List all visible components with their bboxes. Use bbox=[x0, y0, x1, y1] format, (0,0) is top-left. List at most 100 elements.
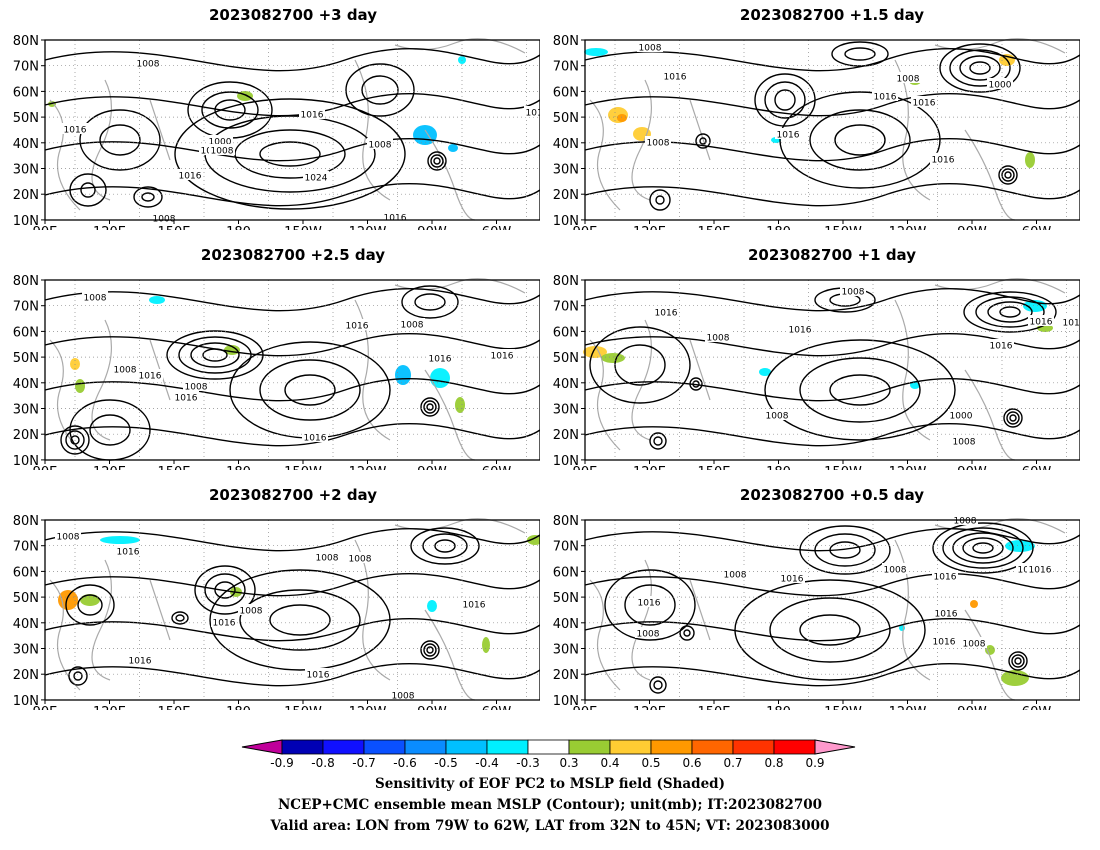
contour-label-bg bbox=[653, 306, 679, 317]
sensitivity-shade bbox=[413, 125, 437, 145]
lon-tick-label: 120W bbox=[349, 225, 387, 230]
map-frame bbox=[44, 39, 540, 221]
lon-tick-label: 120E bbox=[633, 225, 666, 230]
colorbar-swatch bbox=[814, 739, 856, 755]
lon-tick-label: 150W bbox=[824, 465, 862, 470]
sensitivity-shade bbox=[80, 594, 100, 606]
colorbar-tick-label: 0.3 bbox=[559, 756, 579, 770]
contour-label: 1016 bbox=[491, 352, 514, 362]
sensitivity-shade bbox=[395, 365, 411, 385]
contour-label: 1016 bbox=[913, 99, 936, 109]
lat-tick-label: 50N bbox=[553, 351, 579, 366]
lat-tick-label: 10N bbox=[553, 694, 579, 709]
contour-label-bg bbox=[764, 409, 790, 420]
colorbar-tick-label: -0.6 bbox=[393, 756, 417, 770]
colorbar-svg bbox=[241, 739, 856, 755]
lat-tick-label: 30N bbox=[553, 403, 579, 418]
lat-tick-label: 60N bbox=[553, 565, 579, 580]
map-frame bbox=[44, 519, 540, 701]
lat-tick-label: 10N bbox=[13, 214, 39, 229]
lon-tick-label: 60W bbox=[482, 465, 512, 470]
colorbar-tick-label: -0.9 bbox=[270, 756, 294, 770]
colorbar-swatch bbox=[773, 739, 816, 755]
lon-tick-label: 150E bbox=[697, 465, 730, 470]
lat-tick-label: 70N bbox=[13, 300, 39, 315]
contour-label-bg bbox=[367, 138, 393, 149]
lon-tick-label: 180 bbox=[766, 465, 791, 470]
contour-label: 1008 bbox=[842, 288, 865, 298]
sensitivity-shade bbox=[427, 600, 437, 612]
contour-label-bg bbox=[55, 530, 81, 541]
lat-tick-label: 80N bbox=[13, 274, 39, 289]
lon-tick-label: 60W bbox=[1022, 225, 1052, 230]
contour-label: 1016 bbox=[932, 156, 955, 166]
mslp-contours bbox=[584, 522, 1080, 694]
map-svg: 1008101610161000100810161008102410161008… bbox=[13, 34, 540, 230]
contour-label: 1008 bbox=[316, 554, 339, 564]
contour-label-bg bbox=[209, 144, 235, 155]
lat-tick-label: 30N bbox=[553, 643, 579, 658]
colorbar bbox=[240, 738, 857, 760]
lat-tick-label: 40N bbox=[553, 377, 579, 392]
contour-label-bg bbox=[840, 285, 866, 296]
contour-label: 1008 bbox=[724, 571, 747, 581]
lat-tick-label: 20N bbox=[13, 188, 39, 203]
lat-tick-label: 80N bbox=[553, 34, 579, 49]
contour-label-bg bbox=[1061, 316, 1080, 327]
contour-label: 1016 bbox=[935, 610, 958, 620]
contour-label-bg bbox=[489, 349, 515, 360]
map-svg: 1008100810161008101610161000101610161008… bbox=[553, 514, 1080, 710]
map-panel-1-5-day: 1008 1016 1008 1000 1016 1016 1008 1016 1016 80N 7… bbox=[540, 30, 1080, 230]
lat-tick-label: 40N bbox=[13, 377, 39, 392]
contour-label-bg bbox=[637, 41, 663, 52]
contour-label-bg bbox=[705, 331, 731, 342]
contour-label-bg bbox=[299, 108, 325, 119]
mslp-contours bbox=[44, 285, 540, 461]
contour-label: 1016 bbox=[139, 372, 162, 382]
lon-tick-label: 180 bbox=[766, 225, 791, 230]
lat-tick-label: 60N bbox=[553, 325, 579, 340]
contour-label-bg bbox=[775, 128, 801, 139]
lon-tick-label: 60W bbox=[1022, 705, 1052, 710]
contour-label: 1024 bbox=[305, 174, 328, 184]
contour-label-bg bbox=[948, 409, 974, 420]
contour-label: 1008 bbox=[240, 607, 263, 617]
lat-tick-label: 70N bbox=[553, 300, 579, 315]
lon-tick-label: 150E bbox=[157, 225, 190, 230]
lat-tick-label: 20N bbox=[553, 668, 579, 683]
colorbar-tick-label: -0.3 bbox=[516, 756, 540, 770]
lat-tick-label: 40N bbox=[13, 137, 39, 152]
contour-label-bg bbox=[662, 70, 688, 81]
contour-label-bg bbox=[931, 635, 957, 646]
lat-tick-label: 60N bbox=[13, 85, 39, 100]
lon-tick-label: 120E bbox=[633, 705, 666, 710]
map-frame bbox=[584, 39, 1080, 221]
lon-tick-label: 150E bbox=[697, 225, 730, 230]
map-frame bbox=[584, 519, 1080, 701]
lat-tick-label: 30N bbox=[553, 163, 579, 178]
lat-tick-label: 20N bbox=[553, 188, 579, 203]
lon-tick-label: 120E bbox=[93, 465, 126, 470]
contour-label: 1016 bbox=[874, 93, 897, 103]
contour-label-bg bbox=[183, 380, 209, 391]
contour-label: 1016 bbox=[934, 573, 957, 583]
lon-tick-label: 90E bbox=[33, 225, 58, 230]
colorbar-tick-label: 0.9 bbox=[805, 756, 825, 770]
contour-label: 1016 bbox=[307, 671, 330, 681]
lon-tick-label: 90E bbox=[573, 705, 598, 710]
lon-tick-label: 90W bbox=[957, 465, 987, 470]
lon-tick-label: 90E bbox=[33, 705, 58, 710]
lon-tick-label: 150W bbox=[284, 705, 322, 710]
contour-label: 1016 bbox=[933, 638, 956, 648]
contour-label-bg bbox=[1028, 315, 1054, 326]
contour-label: 1016 bbox=[463, 601, 486, 611]
contour-label-bg bbox=[645, 136, 671, 147]
sensitivity-shade bbox=[430, 368, 450, 388]
contour-label: 1008 bbox=[766, 412, 789, 422]
lat-tick-label: 80N bbox=[13, 514, 39, 529]
contour-label-bg bbox=[177, 169, 203, 180]
panel-title-5: 2023082700 +2 day bbox=[209, 486, 377, 504]
contour-label: 1016 bbox=[1063, 319, 1080, 329]
contour-label: 1016 bbox=[777, 131, 800, 141]
lat-tick-label: 60N bbox=[13, 325, 39, 340]
